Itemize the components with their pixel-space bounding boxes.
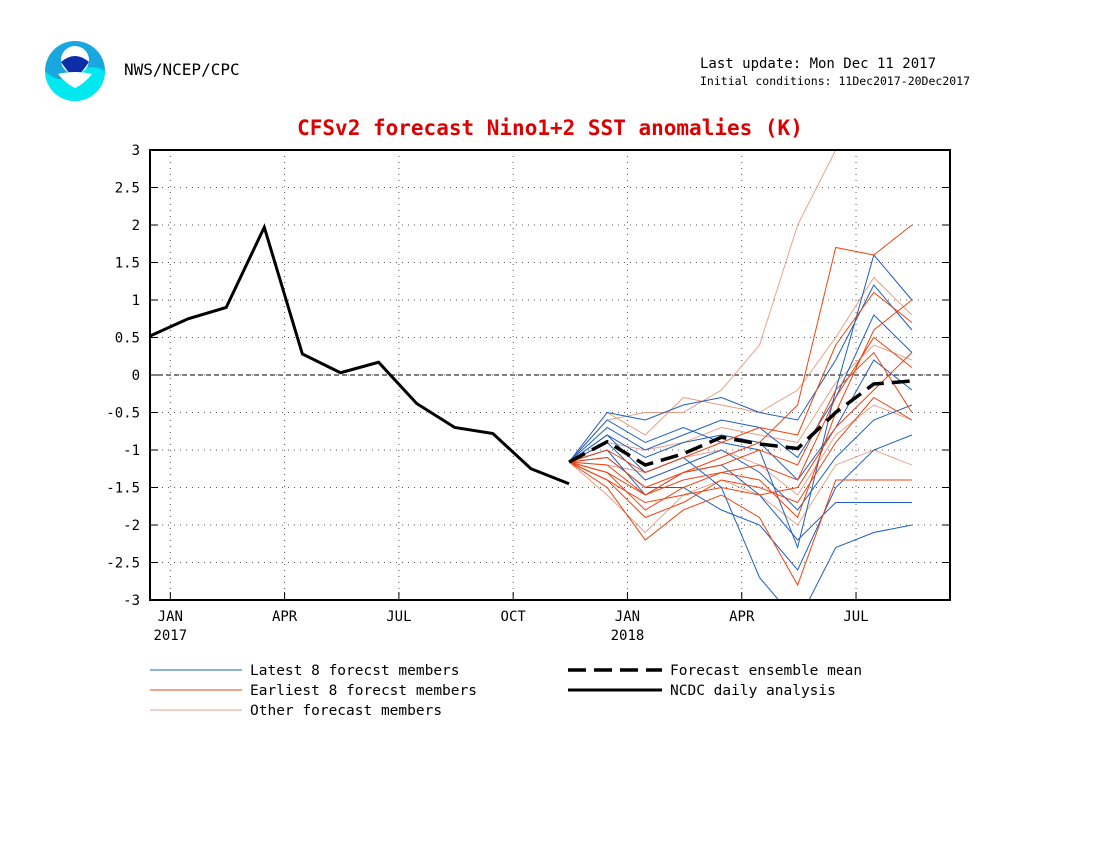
noaa-logo [44,40,106,102]
member-line-earliest [568,352,913,504]
y-tick-label: 1.5 [115,256,140,272]
series-line-mean [568,379,913,467]
legend-label-analysis: NCDC daily analysis [670,683,836,699]
member-line-earliest [568,396,913,519]
member-line-earliest [568,351,913,489]
member-line-latest [568,284,913,463]
initial-conditions: Initial conditions: 11Dec2017-20Dec2017 [700,74,971,88]
member-line-earliest [568,336,913,496]
noaa-logo-icon [45,41,105,101]
y-tick-label: -2.5 [106,556,140,572]
member-line-other [568,150,837,463]
x-tick-label: APR [272,609,298,625]
member-line-earliest [568,461,912,587]
x-tick-label: APR [729,609,755,625]
other-members [568,150,913,534]
y-tick-label: 1 [132,293,140,309]
y-tick-label: -1 [123,443,140,459]
chart-title: CFSv2 forecast Nino1+2 SST anomalies (K) [297,116,803,140]
member-line-earliest [569,224,913,496]
x-tick-label: JAN [158,609,183,625]
y-tick-label: 2 [132,218,140,234]
agency-label: NWS/NCEP/CPC [124,60,240,79]
y-tick-label: 2.5 [115,181,140,197]
y-tick-label: 0.5 [115,331,140,347]
earliest-members [568,224,913,587]
y-tick-label: -0.5 [106,406,140,422]
member-line-latest [568,314,913,463]
x-tick-year-label: 2018 [611,628,645,644]
x-tick-label: OCT [501,609,527,625]
plot-clip-group [150,150,913,600]
legend: Latest 8 forecst members Earliest 8 fore… [150,663,862,719]
legend-label-other: Other forecast members [250,703,442,719]
legend-label-mean: Forecast ensemble mean [670,663,862,679]
legend-label-latest: Latest 8 forecst members [250,663,460,679]
x-tick-label: JUL [843,609,868,625]
y-tick-label: 3 [132,143,140,159]
member-line-latest [568,359,913,481]
member-line-other [568,276,913,463]
y-tick-label: -2 [123,518,140,534]
x-tick-label: JAN [615,609,640,625]
y-tick-label: -1.5 [106,481,140,497]
x-axis: JAN 2017 APR JUL OCT JAN 2018 APR JUL [153,592,869,644]
y-tick-label: -3 [123,593,140,609]
last-update: Last update: Mon Dec 11 2017 [700,56,937,72]
y-axis: 3 2.5 2 1.5 1 0.5 0 -0.5 -1 -1.5 -2 -2.5 -3 [106,143,950,609]
legend-label-earliest: Earliest 8 forecst members [250,683,477,699]
x-tick-label: JUL [386,609,411,625]
member-line-earliest [568,291,913,474]
x-tick-year-label: 2017 [153,628,187,644]
y-tick-label: 0 [132,368,140,384]
series-line-analysis [150,223,570,486]
